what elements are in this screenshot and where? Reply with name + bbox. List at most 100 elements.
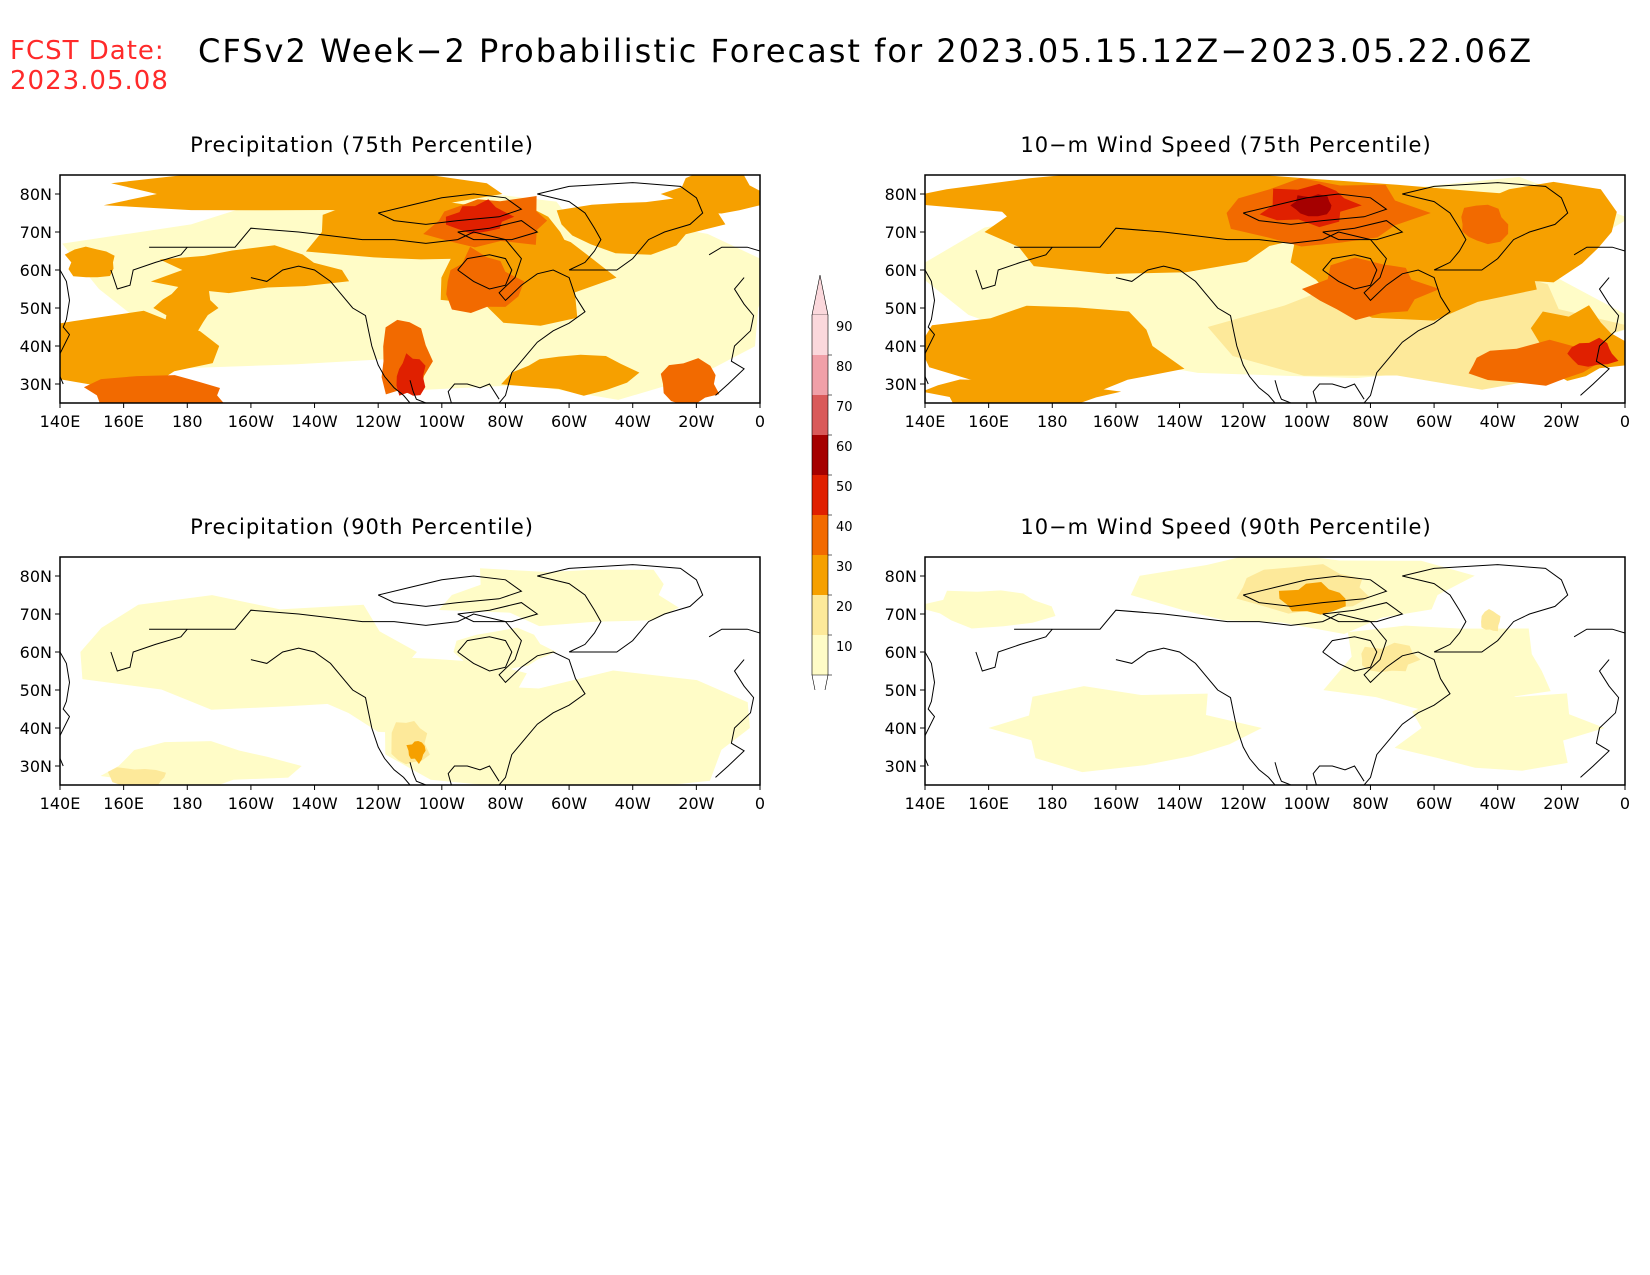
lon-tick-label: 140E	[905, 794, 946, 813]
lat-tick-label: 70N	[20, 223, 52, 242]
coastline	[975, 246, 1053, 290]
map-precip75: 80N 70N 60N 50N 40N 30N 140E 160E 180 160W 140W 120…	[20, 174, 765, 431]
colorbar-swatch	[812, 595, 828, 635]
colorbar-label: 20	[836, 600, 853, 615]
coastline	[925, 651, 936, 767]
coastline	[250, 265, 411, 403]
colorbar-top-arrow	[811, 274, 829, 316]
coastline	[457, 602, 539, 623]
lat-tick-label: 40N	[885, 719, 917, 738]
lon-tick-label: 160E	[103, 412, 144, 431]
colorbar-swatch	[812, 435, 828, 475]
coastline	[377, 575, 523, 607]
shaded-region	[64, 246, 115, 278]
lon-tick-label: 160E	[968, 794, 1009, 813]
map-frame	[59, 556, 761, 786]
lon-tick-label: 160W	[228, 412, 275, 431]
forecast-date-value: 2023.05.08	[10, 66, 169, 96]
panel-title-wind75: 10−m Wind Speed (75th Percentile)	[1020, 133, 1432, 157]
lat-tick-label: 50N	[885, 299, 917, 318]
lat-tick-label: 70N	[885, 605, 917, 624]
map-frame	[59, 174, 761, 404]
coastline	[149, 609, 586, 785]
coastline	[708, 246, 760, 256]
coastline	[708, 628, 760, 638]
lon-tick-label: 100W	[419, 412, 466, 431]
lat-tick-label: 40N	[885, 337, 917, 356]
colorbar-bottom-arrow	[811, 674, 829, 690]
coastline	[1580, 659, 1620, 778]
colorbar-swatch	[812, 475, 828, 515]
shaded-region	[107, 767, 166, 785]
map-frame	[924, 174, 1626, 404]
lat-tick-label: 50N	[885, 681, 917, 700]
lon-tick-label: 60W	[551, 794, 587, 813]
colorbar-swatch	[812, 395, 828, 435]
lon-tick-label: 140W	[1156, 412, 1203, 431]
coastline	[149, 227, 586, 403]
lon-tick-label: 180	[172, 794, 203, 813]
coastline	[447, 383, 500, 403]
lat-tick-label: 30N	[20, 757, 52, 776]
coastline	[1242, 575, 1388, 607]
coastline	[110, 628, 188, 672]
panel-title-wind90: 10−m Wind Speed (90th Percentile)	[1020, 515, 1432, 539]
coastline	[457, 254, 513, 290]
shaded-region	[153, 285, 219, 335]
shaded-region	[1278, 582, 1346, 615]
lat-tick-label: 60N	[20, 261, 52, 280]
lon-tick-label: 140E	[40, 412, 81, 431]
shaded-region	[925, 379, 1122, 403]
forecast-date-block: FCST Date: 2023.05.08	[10, 36, 169, 96]
coastline	[1014, 609, 1451, 785]
lon-tick-label: 160E	[968, 412, 1009, 431]
lon-tick-label: 60W	[1416, 412, 1452, 431]
page-title: CFSv2 Week−2 Probabilistic Forecast for …	[198, 32, 1534, 70]
shaded-region	[1394, 685, 1605, 771]
lat-tick-label: 70N	[20, 605, 52, 624]
lon-tick-label: 40W	[1480, 794, 1516, 813]
shaded-region	[446, 246, 525, 313]
map-wind75: 80N 70N 60N 50N 40N 30N 140E 160E 180 160W 140W 120…	[885, 174, 1630, 431]
lat-tick-label: 60N	[885, 643, 917, 662]
lon-tick-label: 20W	[1543, 794, 1579, 813]
lon-tick-label: 40W	[615, 794, 651, 813]
coastline	[1115, 265, 1276, 403]
shaded-region	[83, 375, 224, 403]
shaded-region	[501, 354, 640, 396]
lon-tick-label: 180	[1037, 412, 1068, 431]
coastline	[1322, 220, 1404, 241]
map-precip90: 80N 70N 60N 50N 40N 30N 140E 160E 180 160W 140W 120…	[20, 556, 765, 813]
coastline	[60, 651, 71, 767]
lon-tick-label: 140W	[291, 412, 338, 431]
coastline	[1322, 602, 1404, 623]
coastline	[537, 564, 704, 653]
coastline	[1573, 628, 1625, 638]
lat-tick-label: 40N	[20, 337, 52, 356]
lat-tick-label: 50N	[20, 299, 52, 318]
coastline	[409, 380, 427, 403]
shaded-region	[988, 686, 1262, 773]
coastline	[60, 269, 71, 385]
colorbar-swatch	[812, 635, 828, 675]
lat-tick-label: 40N	[20, 719, 52, 738]
coastline	[1322, 254, 1378, 290]
lat-tick-label: 80N	[885, 567, 917, 586]
colorbar-swatch	[812, 555, 828, 595]
shaded-region	[925, 590, 1056, 629]
lon-tick-label: 0	[1620, 412, 1630, 431]
panel-title-precip75: Precipitation (75th Percentile)	[190, 133, 534, 157]
shaded-region	[453, 627, 557, 677]
lon-tick-label: 160W	[228, 794, 275, 813]
lon-tick-label: 80W	[487, 794, 523, 813]
lat-tick-label: 30N	[885, 375, 917, 394]
coastline	[1115, 647, 1276, 785]
map-wind90: 80N 70N 60N 50N 40N 30N 140E 160E 180 160W 140W 120…	[885, 556, 1630, 813]
lon-tick-label: 40W	[1480, 412, 1516, 431]
lon-tick-label: 180	[172, 412, 203, 431]
colorbar-label: 90	[836, 320, 853, 335]
lon-tick-label: 0	[755, 412, 765, 431]
coastline	[715, 277, 755, 396]
coastline	[975, 628, 1053, 672]
lon-tick-label: 60W	[1416, 794, 1452, 813]
